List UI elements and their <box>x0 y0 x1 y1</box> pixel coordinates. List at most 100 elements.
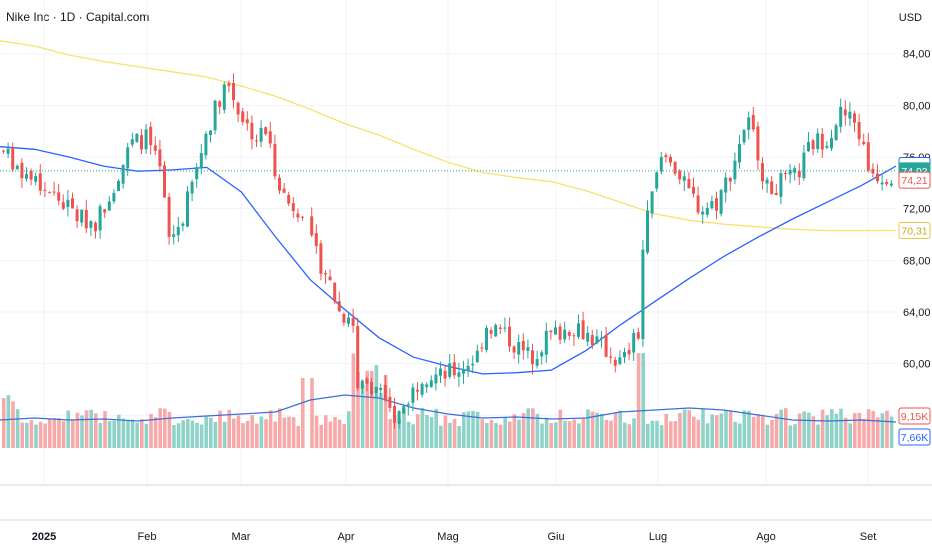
volume-bar <box>222 421 227 448</box>
candle-body <box>80 209 84 223</box>
candle-body <box>232 83 235 101</box>
candle-body <box>655 172 659 189</box>
volume-bar <box>558 409 563 448</box>
candle-body <box>728 177 732 182</box>
volume-bar <box>25 422 29 448</box>
candle-body <box>526 347 530 351</box>
candle-body <box>406 404 410 406</box>
x-tick-label: Mag <box>437 531 458 543</box>
volume-bar <box>590 411 595 448</box>
candle-body <box>38 173 42 191</box>
candle-body <box>6 148 10 154</box>
candle-body <box>512 346 516 353</box>
candle-body <box>186 191 189 227</box>
candle-body <box>471 363 475 366</box>
candle-body <box>351 317 355 326</box>
candle-body <box>659 156 663 172</box>
volume-bar <box>747 410 751 448</box>
volume-bar <box>600 413 604 448</box>
volume-bar <box>328 421 333 448</box>
candle-body <box>457 372 461 377</box>
volume-bar <box>830 409 834 448</box>
volume-bar <box>66 410 70 448</box>
volume-bar <box>848 423 852 448</box>
candle-body <box>701 211 705 215</box>
volume-bar <box>347 411 351 448</box>
candle-body <box>149 126 153 146</box>
volume-bar <box>871 411 875 448</box>
volume-bar <box>604 419 609 448</box>
volume-bar <box>742 410 747 448</box>
volume-bar <box>498 424 503 448</box>
candle-body <box>549 330 553 333</box>
volume-bar <box>236 415 241 448</box>
candle-body <box>581 320 585 340</box>
volume-bar <box>84 410 89 448</box>
candle-body <box>710 200 714 209</box>
candle-body <box>540 352 544 357</box>
volume-bar <box>765 424 770 448</box>
volume-bar <box>181 420 185 448</box>
candle-body <box>236 102 240 115</box>
candle-body <box>52 191 56 193</box>
candle-body <box>301 216 304 218</box>
volume-bars <box>2 353 894 448</box>
candle-body <box>393 406 396 423</box>
volume-bar <box>853 413 857 448</box>
volume-bar <box>411 424 415 448</box>
candle-body <box>282 188 286 193</box>
volume-bar <box>324 415 328 448</box>
volume-bar <box>843 417 848 448</box>
candle-body <box>669 156 672 163</box>
volume-bar <box>485 423 489 448</box>
candle-body <box>577 323 580 337</box>
candle-body <box>176 227 180 236</box>
candle-body <box>337 301 341 312</box>
candle-body <box>797 171 801 178</box>
volume-bar <box>52 418 57 448</box>
candle-body <box>558 326 562 340</box>
candle-body <box>802 152 806 179</box>
volume-bar <box>857 412 862 448</box>
candle-body <box>715 198 718 211</box>
volume-bar <box>204 416 208 448</box>
volume-bar <box>567 421 572 448</box>
y-tick-label: 84,00 <box>903 49 931 61</box>
candle-body <box>480 347 484 349</box>
volume-bar <box>503 416 507 448</box>
candle-body <box>563 329 567 340</box>
volume-bar <box>535 414 540 448</box>
candle-body <box>71 198 74 209</box>
volume-bar <box>80 415 84 448</box>
volume-bar <box>581 418 586 448</box>
candle-body <box>756 126 760 161</box>
volume-bar <box>705 423 710 448</box>
volume-bar <box>190 420 195 448</box>
candle-body <box>618 357 622 364</box>
volume-bar <box>94 413 98 448</box>
candle-body <box>705 207 709 215</box>
candle-body <box>678 170 682 180</box>
volume-bar <box>839 408 843 448</box>
volume-bar <box>452 419 457 448</box>
candle-body <box>600 337 603 339</box>
volume-bar <box>370 370 374 448</box>
candle-body <box>682 176 686 181</box>
volume-bar <box>245 421 250 448</box>
candles <box>2 73 893 429</box>
candle-body <box>199 153 203 169</box>
volume-bar <box>627 424 632 448</box>
volume-bar <box>153 417 158 448</box>
candle-body <box>29 170 33 180</box>
candle-body <box>347 317 350 324</box>
volume-bar <box>406 421 411 448</box>
volume-bar <box>287 416 291 448</box>
candle-body <box>273 143 277 177</box>
candle-body <box>843 109 847 116</box>
volume-bar <box>342 423 346 448</box>
y-tick-label: 68,00 <box>903 255 931 267</box>
volume-bar <box>544 417 549 448</box>
volume-bar <box>241 423 245 448</box>
